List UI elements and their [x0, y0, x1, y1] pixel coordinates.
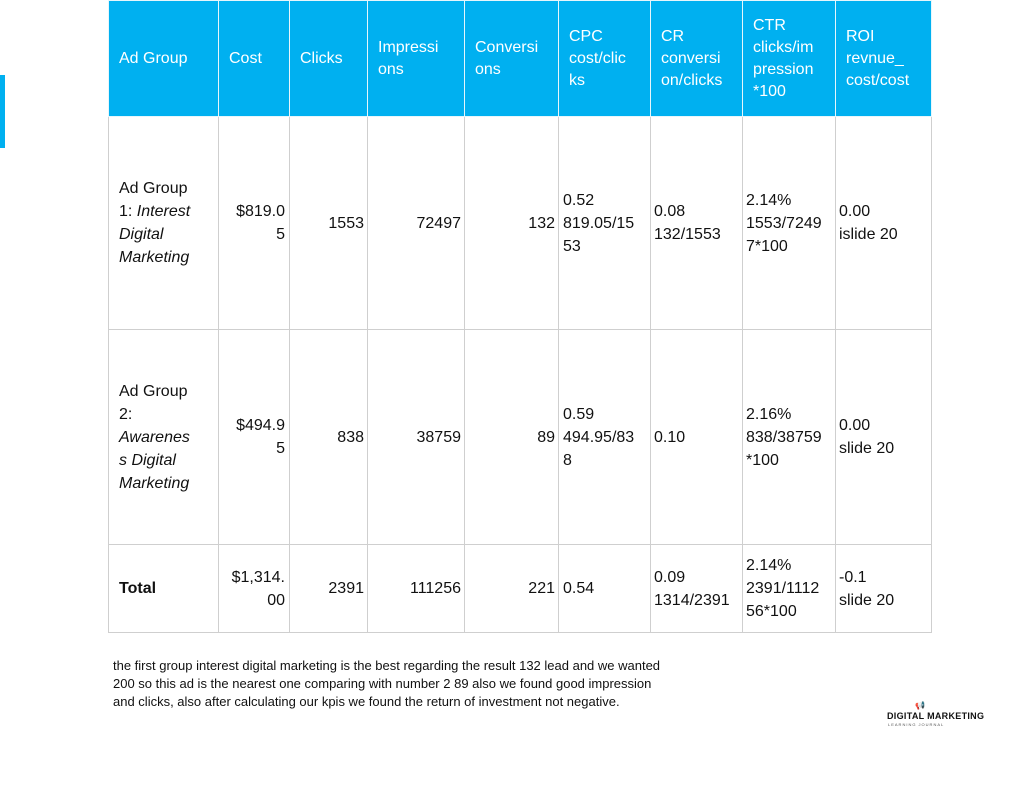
cr-cell: 0.08 132/1553 [650, 116, 743, 330]
cpc-cell: 0.59 494.95/83 8 [558, 329, 651, 545]
cpc-cell: 0.52 819.05/15 53 [558, 116, 651, 330]
impressions-cell: 111256 [367, 544, 465, 633]
clicks-cell: 838 [289, 329, 368, 545]
roi-cell: -0.1 slide 20 [835, 544, 932, 633]
cost-cell: $494.9 5 [218, 329, 290, 545]
ad-group-name: Ad Group 1: Interest Digital Marketing [108, 116, 219, 330]
roi-cell: 0.00 slide 20 [835, 329, 932, 545]
header-ctr: CTR clicks/im pression *100 [742, 0, 836, 117]
conversions-cell: 89 [464, 329, 559, 545]
analysis-note: the first group interest digital marketi… [113, 658, 661, 709]
impressions-cell: 38759 [367, 329, 465, 545]
megaphone-icon: 📢 [915, 701, 925, 710]
header-cr: CR conversi on/clicks [650, 0, 743, 117]
table-row-ad-group-1: Ad Group 1: Interest Digital Marketing $… [108, 116, 932, 330]
logo-brand-text: DIGITAL MARKETING [887, 711, 985, 721]
header-cost: Cost [218, 0, 290, 117]
brand-logo: 📢 DIGITAL MARKETING LEARNING JOURNAL [887, 701, 984, 727]
roi-cell: 0.00 islide 20 [835, 116, 932, 330]
cr-cell: 0.10 [650, 329, 743, 545]
cost-cell: $819.0 5 [218, 116, 290, 330]
impressions-cell: 72497 [367, 116, 465, 330]
table-row-total: Total $1,314. 00 2391 111256 221 0.54 0.0… [108, 544, 932, 633]
ctr-cell: 2.14% 1553/7249 7*100 [742, 116, 836, 330]
logo-tagline: LEARNING JOURNAL [888, 722, 945, 727]
header-cpc: CPC cost/clic ks [558, 0, 651, 117]
table-header-row: Ad Group Cost Clicks Impressi ons Convers… [108, 0, 932, 117]
clicks-cell: 1553 [289, 116, 368, 330]
kpi-table: Ad Group Cost Clicks Impressi ons Convers… [108, 0, 932, 633]
slide-accent-bar [0, 75, 5, 148]
table-row-ad-group-2: Ad Group 2: Awarenes s Digital Marketing… [108, 329, 932, 545]
ad-group-name: Ad Group 2: Awarenes s Digital Marketing [108, 329, 219, 545]
conversions-cell: 132 [464, 116, 559, 330]
cost-cell: $1,314. 00 [218, 544, 290, 633]
clicks-cell: 2391 [289, 544, 368, 633]
cr-cell: 0.09 1314/2391 [650, 544, 743, 633]
cpc-cell: 0.54 [558, 544, 651, 633]
header-clicks: Clicks [289, 0, 368, 117]
header-impressions: Impressi ons [367, 0, 465, 117]
header-ad-group: Ad Group [108, 0, 219, 117]
header-roi: ROI revnue_ cost/cost [835, 0, 932, 117]
total-label: Total [108, 544, 219, 633]
ctr-cell: 2.14% 2391/1112 56*100 [742, 544, 836, 633]
header-conversions: Conversi ons [464, 0, 559, 117]
ctr-cell: 2.16% 838/38759 *100 [742, 329, 836, 545]
conversions-cell: 221 [464, 544, 559, 633]
